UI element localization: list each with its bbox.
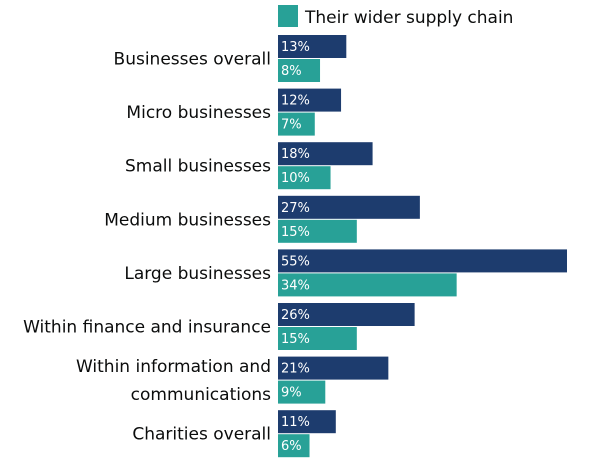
bar-micro-businesses-series-2 xyxy=(278,112,315,136)
data-label-charities-overall-series-2: 6% xyxy=(281,439,302,454)
data-label-large-businesses-series-2: 34% xyxy=(281,278,310,293)
data-label-micro-businesses-series-1: 12% xyxy=(281,94,310,109)
bar-medium-businesses-series-1 xyxy=(278,195,420,219)
bar-within-information-and-communications-series-2 xyxy=(278,380,326,404)
data-label-within-information-and-communications-series-2: 9% xyxy=(281,386,302,401)
legend-label-supply-chain: Their wider supply chain xyxy=(304,8,513,28)
category-label-within-information-and-communications-line-2: communications xyxy=(131,385,271,405)
legend-swatch-supply-chain xyxy=(278,5,298,27)
category-label-large-businesses: Large businesses xyxy=(124,264,271,284)
bar-businesses-overall-series-2 xyxy=(278,59,321,82)
legend: Their wider supply chain xyxy=(278,5,513,28)
bars: Businesses overall 13% 8% Micro businesses 1… xyxy=(23,35,567,458)
category-label-businesses-overall: Businesses overall xyxy=(114,50,271,70)
data-label-within-finance-and-insurance-series-1: 26% xyxy=(281,308,310,323)
bar-large-businesses-series-2 xyxy=(278,273,457,297)
data-label-businesses-overall-series-1: 13% xyxy=(281,40,310,55)
bar-medium-businesses-series-2 xyxy=(278,219,357,243)
data-label-charities-overall-series-1: 11% xyxy=(281,415,310,430)
category-label-micro-businesses: Micro businesses xyxy=(126,103,271,123)
bar-small-businesses-series-1 xyxy=(278,142,373,166)
bar-small-businesses-series-2 xyxy=(278,166,331,190)
bar-within-finance-and-insurance-series-1 xyxy=(278,303,415,326)
bar-micro-businesses-series-1 xyxy=(278,88,342,112)
bar-businesses-overall-series-1 xyxy=(278,35,347,58)
category-label-within-information-and-communications-line-1: Within information and xyxy=(76,357,271,377)
data-label-within-information-and-communications-series-1: 21% xyxy=(281,362,310,377)
bar-charities-overall-series-2 xyxy=(278,434,310,458)
data-label-micro-businesses-series-2: 7% xyxy=(281,118,302,133)
data-label-medium-businesses-series-2: 15% xyxy=(281,225,310,240)
data-label-small-businesses-series-2: 10% xyxy=(281,171,310,186)
data-label-large-businesses-series-1: 55% xyxy=(281,254,310,269)
category-label-small-businesses: Small businesses xyxy=(125,157,271,177)
data-label-within-finance-and-insurance-series-2: 15% xyxy=(281,332,310,347)
bar-within-finance-and-insurance-series-2 xyxy=(278,327,357,350)
data-label-medium-businesses-series-1: 27% xyxy=(281,201,310,216)
data-label-small-businesses-series-1: 18% xyxy=(281,147,310,162)
data-label-businesses-overall-series-2: 8% xyxy=(281,64,302,79)
category-label-medium-businesses: Medium businesses xyxy=(104,210,271,230)
bar-charities-overall-series-1 xyxy=(278,410,336,434)
bar-within-information-and-communications-series-1 xyxy=(278,356,389,380)
category-label-charities-overall: Charities overall xyxy=(132,425,271,445)
bar-large-businesses-series-1 xyxy=(278,249,567,273)
category-label-within-finance-and-insurance: Within finance and insurance xyxy=(23,318,271,338)
